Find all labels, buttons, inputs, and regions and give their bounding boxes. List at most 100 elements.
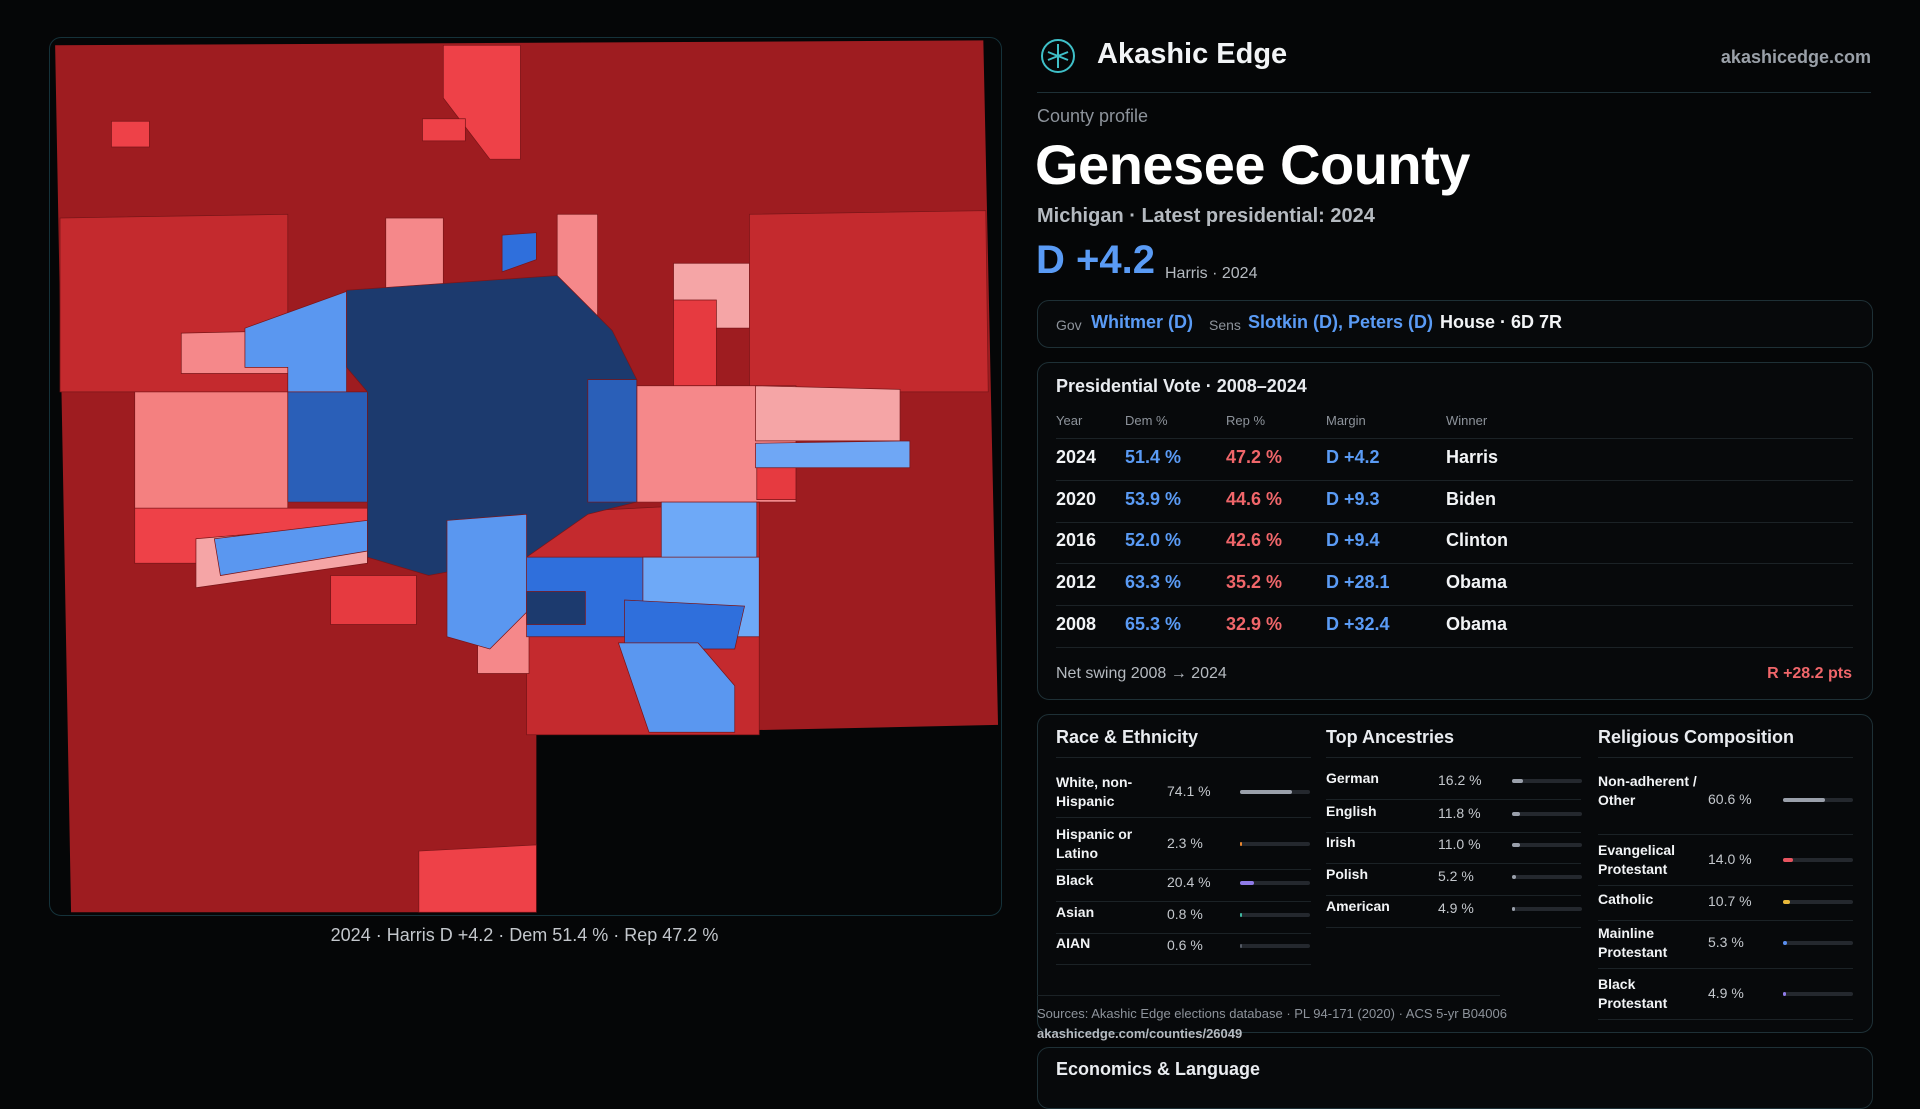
column-header: Dem % — [1125, 413, 1168, 428]
row-separator — [1598, 920, 1853, 921]
row-value: 11.0 % — [1438, 836, 1481, 852]
bar-track — [1240, 881, 1310, 885]
vote-title: Presidential Vote · 2008–2024 — [1056, 376, 1307, 396]
row-label: American — [1326, 898, 1390, 914]
bar — [1783, 798, 1826, 802]
row-value: 11.8 % — [1438, 805, 1481, 821]
row-label: Mainline Protestant — [1598, 925, 1668, 960]
row-value: 5.2 % — [1438, 868, 1474, 884]
row-separator — [1056, 817, 1311, 818]
bar-track — [1783, 941, 1853, 945]
section-title: Religious Composition — [1598, 727, 1794, 747]
bar-track — [1783, 798, 1853, 802]
row-label: Evangelical Protestant — [1598, 842, 1676, 877]
row-label: Asian — [1056, 904, 1095, 920]
section-divider — [1326, 757, 1581, 758]
bar — [1512, 812, 1521, 816]
bar — [1240, 913, 1242, 917]
gov-value: Whitmer (D) — [1091, 312, 1193, 332]
table-cell: 53.9 % — [1125, 488, 1182, 509]
table-cell: Clinton — [1446, 530, 1508, 551]
table-cell: Obama — [1446, 572, 1508, 593]
bar-track — [1783, 858, 1853, 862]
row-label: German — [1326, 770, 1379, 786]
row-separator — [1056, 438, 1853, 439]
bar — [1240, 842, 1242, 846]
bar-track — [1240, 790, 1310, 794]
table-cell: 2020 — [1056, 488, 1097, 509]
swing-label: Net swing 2008 → 2024 — [1056, 665, 1227, 682]
bar-track — [1240, 944, 1310, 948]
row-separator — [1326, 799, 1581, 800]
source-url[interactable]: akashicedge.com/counties/26049 — [1037, 1026, 1243, 1041]
row-separator — [1056, 933, 1311, 934]
map-caption: 2024 · Harris D +4.2 · Dem 51.4 % · Rep … — [330, 925, 719, 945]
row-separator — [1598, 834, 1853, 835]
table-cell: 2024 — [1056, 447, 1097, 467]
table-cell: 52.0 % — [1125, 530, 1182, 551]
row-value: 74.1 % — [1167, 783, 1211, 799]
table-cell: D +4.2 — [1326, 447, 1380, 467]
row-value: 0.6 % — [1167, 937, 1203, 953]
section-divider — [1056, 757, 1311, 758]
row-value: 10.7 % — [1708, 893, 1752, 909]
row-separator — [1326, 832, 1581, 833]
row-separator — [1056, 563, 1853, 565]
table-cell: 2012 — [1056, 572, 1097, 593]
row-separator — [1326, 863, 1581, 864]
row-value: 4.9 % — [1708, 985, 1744, 1001]
section-title: Top Ancestries — [1326, 727, 1455, 747]
page: 2024 · Harris D +4.2 · Dem 51.4 % · Rep … — [49, 37, 1873, 1109]
bar — [1512, 779, 1524, 783]
row-label: White, non-Hispanic — [1056, 774, 1133, 809]
swing-value: R +28.2 pts — [1767, 665, 1852, 682]
row-separator — [1598, 968, 1853, 969]
row-value: 20.4 % — [1167, 874, 1211, 890]
row-separator — [1056, 480, 1853, 481]
row-label: Polish — [1326, 866, 1369, 882]
bar-track — [1512, 907, 1582, 911]
bar-track — [1783, 900, 1853, 904]
margin-note: Harris · 2024 — [1165, 265, 1258, 282]
row-separator — [1598, 885, 1853, 886]
row-label: Catholic — [1598, 891, 1654, 907]
row-label: Black Protestant — [1598, 976, 1668, 1011]
table-cell: D +28.1 — [1326, 572, 1390, 593]
bar — [1240, 790, 1292, 794]
bar — [1783, 941, 1787, 945]
section-divider — [1598, 757, 1853, 758]
site-link[interactable]: akashicedge.com — [1720, 47, 1871, 67]
house-value: House · 6D 7R — [1440, 312, 1563, 332]
county-subtitle: Michigan · Latest presidential: 2024 — [1037, 205, 1375, 227]
row-separator — [1598, 1019, 1853, 1020]
row-separator — [1056, 521, 1853, 523]
row-value: 16.2 % — [1438, 772, 1482, 788]
table-cell: 32.9 % — [1226, 613, 1283, 634]
row-separator — [1056, 646, 1853, 648]
bar-track — [1512, 779, 1582, 783]
table-cell: Harris — [1446, 447, 1499, 467]
row-separator — [1056, 901, 1311, 902]
demographics-box — [1037, 714, 1873, 1033]
table-cell: 65.3 % — [1125, 613, 1182, 634]
row-label: Black — [1056, 872, 1094, 888]
gov-label: Gov — [1056, 317, 1082, 333]
bar — [1512, 907, 1516, 911]
row-label: English — [1326, 803, 1377, 819]
bar — [1783, 992, 1787, 996]
sources-divider — [1037, 995, 1500, 996]
county-name: Genesee County — [1035, 133, 1470, 196]
row-value: 14.0 % — [1708, 851, 1752, 867]
row-value: 4.9 % — [1438, 900, 1474, 916]
row-label: AIAN — [1056, 935, 1091, 951]
economics-title: Economics & Language — [1056, 1059, 1261, 1079]
vote-box — [1037, 362, 1873, 700]
precincts — [59, 44, 989, 913]
row-value: 60.6 % — [1708, 791, 1752, 807]
column-header: Winner — [1446, 413, 1488, 428]
row-value: 0.8 % — [1167, 906, 1203, 922]
table-cell: 44.6 % — [1226, 488, 1283, 509]
bar-track — [1240, 913, 1310, 917]
table-cell: 51.4 % — [1125, 447, 1182, 467]
table-cell: 63.3 % — [1125, 572, 1182, 593]
